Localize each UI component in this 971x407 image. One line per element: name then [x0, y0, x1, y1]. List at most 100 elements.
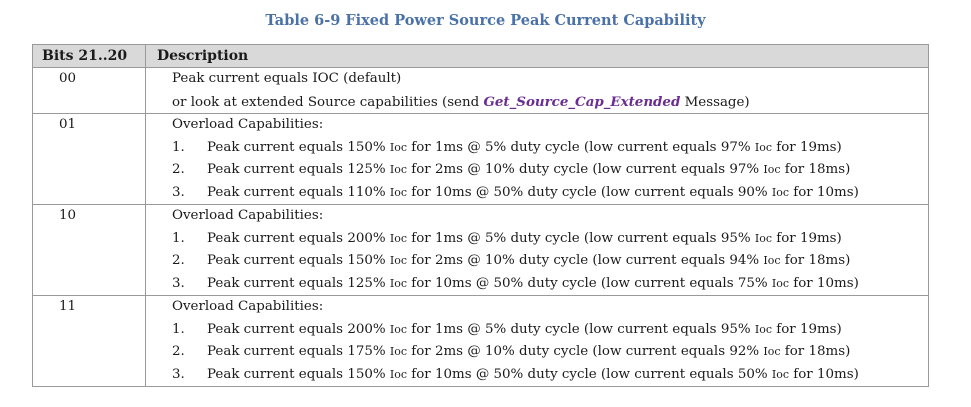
text-fragment: @	[463, 253, 485, 268]
peak-time: 2ms	[434, 253, 464, 268]
text-fragment: duty cycle (low current equals	[523, 275, 738, 291]
low-time: 10ms	[816, 184, 854, 200]
ioc-symbol: Ioc	[763, 254, 781, 267]
overload-title: Overload Capabilities:	[172, 117, 324, 132]
peak-time: 1ms	[434, 139, 464, 155]
peak-percent: 200%	[347, 321, 386, 337]
text-fragment: )	[845, 253, 851, 268]
item-number: 2.	[172, 344, 185, 359]
text-fragment: for	[772, 230, 800, 246]
header-description: Description	[145, 44, 929, 68]
text-fragment: for	[789, 366, 817, 382]
item-number: 2.	[172, 253, 185, 268]
low-percent: 92%	[729, 344, 760, 359]
text-fragment: )	[836, 321, 842, 337]
duty-percent: 50%	[493, 184, 524, 200]
ioc-symbol: IOC	[312, 71, 339, 86]
text-fragment: Peak current equals	[207, 253, 348, 268]
text-fragment: for	[407, 321, 435, 337]
text-fragment: duty cycle (low current equals	[514, 344, 730, 359]
low-percent: 97%	[720, 139, 751, 155]
text-fragment: )	[845, 162, 851, 177]
low-time: 19ms	[799, 321, 837, 337]
low-time: 18ms	[808, 162, 846, 177]
text-fragment: )	[853, 275, 859, 291]
description-cell: Peak current equals IOC (default) or loo…	[145, 67, 929, 114]
low-percent: 50%	[737, 366, 768, 382]
text-fragment: duty cycle (low current equals	[506, 139, 721, 155]
text-fragment: @	[463, 344, 485, 359]
ioc-symbol: Ioc	[754, 140, 772, 154]
text-fragment: @	[463, 230, 485, 246]
description-cell: Overload Capabilities: 1. Peak current equ…	[145, 113, 929, 205]
table-header-row: Bits 21..20 Description	[32, 44, 929, 68]
text-fragment: for	[780, 162, 809, 177]
peak-time: 2ms	[434, 162, 464, 177]
text-fragment: for	[407, 184, 435, 200]
peak-percent: 150%	[347, 253, 386, 268]
ioc-symbol: Ioc	[389, 276, 408, 290]
duty-percent: 50%	[493, 275, 524, 291]
text-fragment: Peak current equals	[207, 366, 348, 382]
overload-item: 3. Peak current equals 110% Ioc for 10ms …	[172, 182, 928, 205]
bits-cell: 00	[32, 67, 146, 114]
bits-cell: 01	[32, 113, 146, 205]
table-row: 01 Overload Capabilities: 1. Peak current e…	[32, 113, 929, 205]
text-fragment: duty cycle (low current equals	[514, 162, 730, 177]
overload-item: 2. Peak current equals 175% Ioc for 2ms @…	[172, 341, 928, 364]
text-fragment: or look at extended Source capabilities …	[172, 94, 484, 110]
overload-item: 3. Peak current equals 150% Ioc for 10ms …	[172, 364, 928, 387]
text-fragment: duty cycle (low current equals	[506, 230, 721, 246]
overload-item: 3. Peak current equals 125% Ioc for 10ms …	[172, 273, 928, 296]
item-number: 2.	[172, 162, 185, 177]
low-percent: 95%	[720, 230, 751, 246]
text-fragment: (default)	[338, 71, 402, 86]
overload-item: 1. Peak current equals 150% Ioc for 1ms @…	[172, 137, 928, 160]
header-bits: Bits 21..20	[32, 44, 146, 68]
text-fragment: Peak current equals	[172, 71, 313, 86]
text-fragment: for	[780, 253, 809, 268]
text-fragment: for	[407, 344, 435, 359]
text-fragment: for	[772, 139, 800, 155]
item-number: 3.	[172, 184, 185, 200]
overload-item: 2. Peak current equals 125% Ioc for 2ms @…	[172, 159, 928, 182]
low-time: 18ms	[808, 344, 846, 359]
text-fragment: for	[407, 139, 435, 155]
peak-percent: 110%	[347, 184, 386, 200]
description-line: Peak current equals IOC (default)	[172, 68, 928, 91]
text-fragment: Peak current equals	[207, 275, 348, 291]
peak-current-table: Bits 21..20 Description 00 Peak current …	[32, 44, 929, 387]
text-fragment: )	[836, 230, 842, 246]
text-fragment: for	[407, 366, 435, 382]
low-time: 10ms	[816, 275, 854, 291]
text-fragment: for	[780, 344, 809, 359]
text-fragment: for	[407, 162, 435, 177]
ioc-symbol: Ioc	[389, 185, 408, 199]
text-fragment: for	[772, 321, 800, 337]
peak-time: 2ms	[434, 344, 464, 359]
item-number: 3.	[172, 275, 185, 291]
overload-item: 1. Peak current equals 200% Ioc for 1ms @…	[172, 319, 928, 342]
duty-percent: 5%	[484, 321, 507, 337]
low-time: 19ms	[799, 230, 837, 246]
ioc-symbol: Ioc	[771, 185, 790, 199]
item-number: 1.	[172, 321, 185, 337]
duty-percent: 5%	[484, 139, 507, 155]
low-time: 18ms	[808, 253, 846, 268]
peak-percent: 200%	[347, 230, 386, 246]
low-percent: 75%	[737, 275, 768, 291]
ioc-symbol: Ioc	[389, 231, 408, 245]
text-fragment: )	[836, 139, 842, 155]
table-row: 11 Overload Capabilities: 1. Peak current e…	[32, 295, 929, 387]
text-fragment: Peak current equals	[207, 184, 348, 200]
text-fragment: Peak current equals	[207, 139, 348, 155]
text-fragment: for	[789, 184, 817, 200]
text-fragment: )	[853, 366, 859, 382]
overload-item: 2. Peak current equals 150% Ioc for 2ms @…	[172, 250, 928, 273]
ioc-symbol: Ioc	[389, 254, 408, 267]
peak-percent: 125%	[347, 162, 386, 177]
ioc-symbol: Ioc	[389, 140, 408, 154]
duty-percent: 50%	[493, 366, 524, 382]
low-percent: 97%	[729, 162, 760, 177]
text-fragment: duty cycle (low current equals	[523, 366, 738, 382]
